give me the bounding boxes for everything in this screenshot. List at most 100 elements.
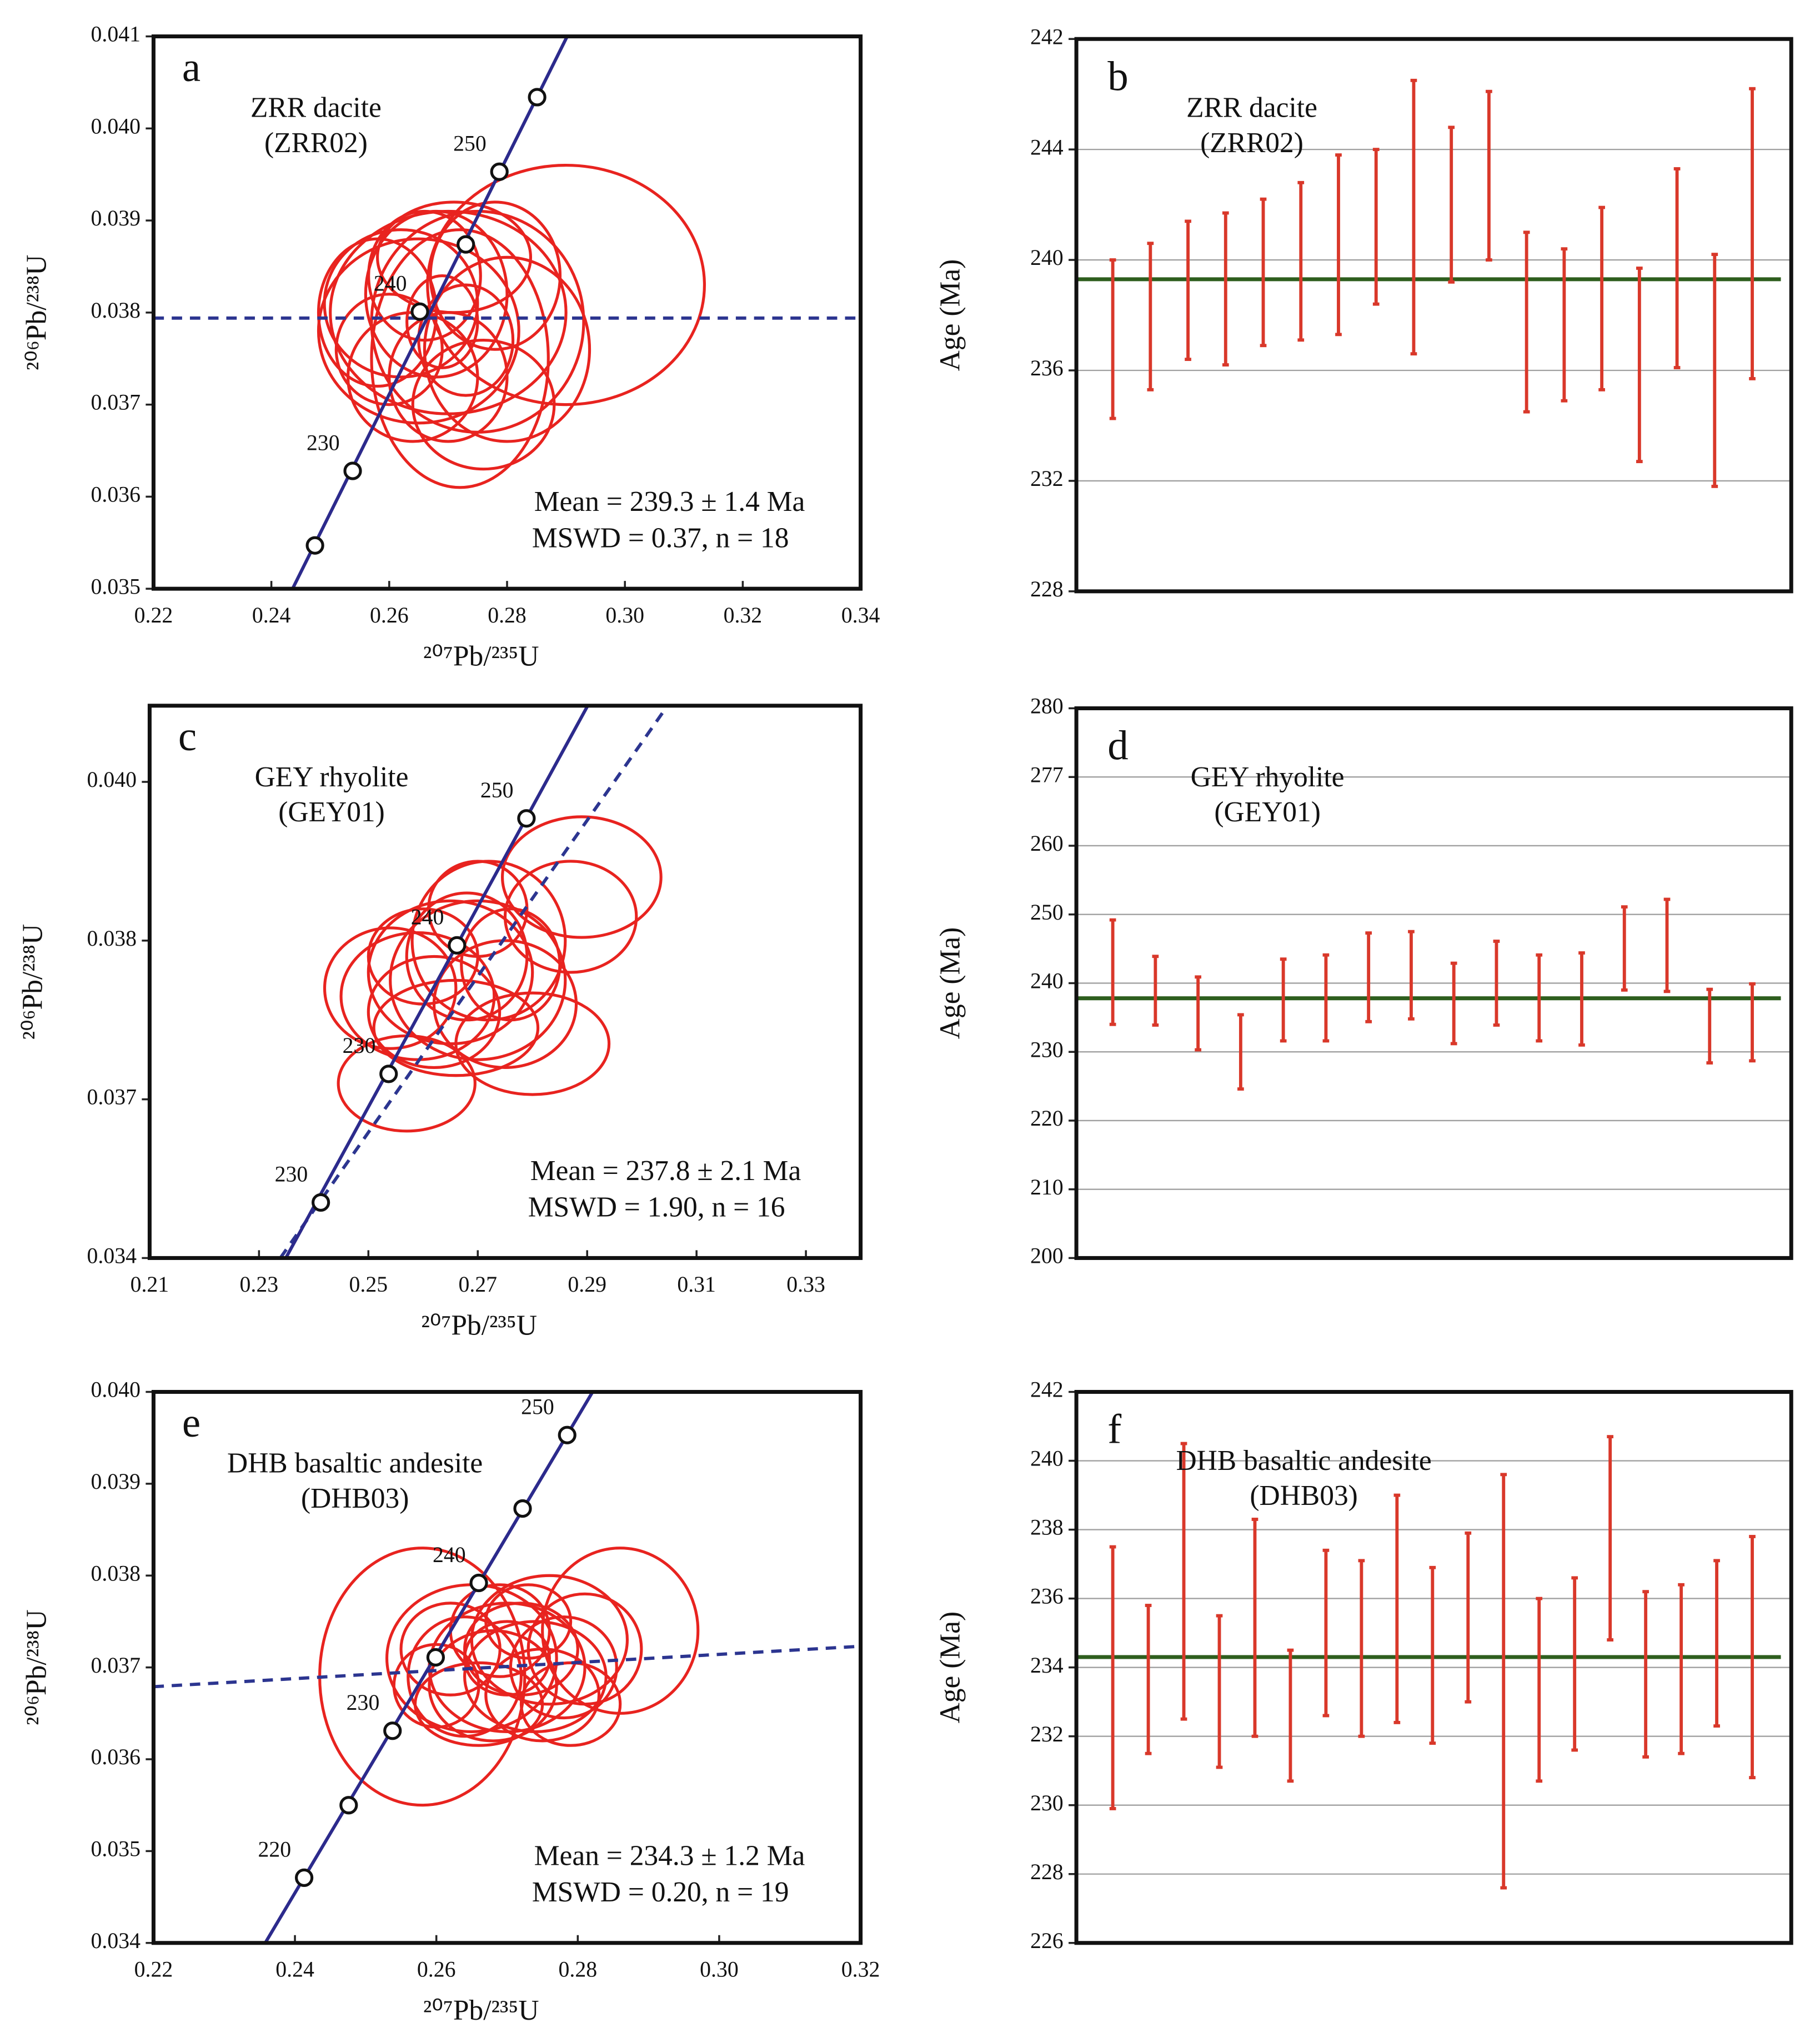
plot-area bbox=[1076, 39, 1792, 591]
concordia-label: 220 bbox=[258, 1838, 292, 1862]
x-tick-label: 0.30 bbox=[605, 603, 644, 628]
y-tick-label: 230 bbox=[1030, 1037, 1064, 1062]
y-tick-label: 0.038 bbox=[87, 926, 137, 951]
error-ellipse bbox=[407, 1615, 523, 1738]
sample-id: (GEY01) bbox=[1214, 796, 1321, 828]
concordia-label: 230 bbox=[343, 1033, 376, 1058]
error-ellipse bbox=[413, 1661, 544, 1747]
y-tick-label: 277 bbox=[1030, 762, 1064, 787]
concordia-point bbox=[383, 1721, 402, 1740]
y-tick-label: 232 bbox=[1030, 1722, 1064, 1746]
plot-frame bbox=[1074, 37, 1793, 594]
y-tick-label: 242 bbox=[1030, 24, 1064, 49]
concordia-label: 250 bbox=[480, 778, 514, 802]
x-tick-label: 0.33 bbox=[786, 1272, 825, 1297]
concordia-point bbox=[448, 936, 467, 955]
x-tick-label: 0.28 bbox=[488, 603, 527, 628]
mswd-text: MSWD = 1.90, n = 16 bbox=[528, 1192, 785, 1223]
y-tick-label: 260 bbox=[1030, 831, 1064, 856]
sample-id: (ZRR02) bbox=[1200, 127, 1303, 159]
error-ellipse bbox=[460, 907, 561, 1022]
concordia-label: 230 bbox=[275, 1162, 308, 1187]
x-tick-label: 0.26 bbox=[417, 1957, 456, 1981]
y-tick-label: 220 bbox=[1030, 1106, 1064, 1131]
x-tick-label: 0.32 bbox=[841, 1957, 880, 1981]
x-tick-label: 0.32 bbox=[724, 603, 763, 628]
panel-letter: e bbox=[182, 1400, 200, 1446]
x-tick-label: 0.27 bbox=[458, 1272, 497, 1297]
y-tick-label: 0.037 bbox=[91, 1653, 141, 1678]
x-tick-label: 0.22 bbox=[134, 1957, 173, 1981]
error-ellipse bbox=[389, 899, 567, 1061]
y-tick-label: 280 bbox=[1030, 694, 1064, 719]
x-axis-label: ²⁰⁷Pb/²³⁵U bbox=[423, 640, 539, 672]
error-ellipse bbox=[317, 237, 438, 388]
concordia-point bbox=[305, 536, 324, 555]
error-ellipse bbox=[500, 815, 663, 939]
mean-text: Mean = 234.3 ± 1.2 Ma bbox=[534, 1840, 805, 1871]
concordia-point bbox=[410, 302, 429, 321]
error-ellipse bbox=[454, 991, 611, 1096]
y-tick-label: 242 bbox=[1030, 1378, 1064, 1402]
sample-id: (DHB03) bbox=[301, 1483, 409, 1514]
concordia-label: 250 bbox=[453, 132, 487, 156]
y-axis-label: ²⁰⁶Pb/²³⁸U bbox=[21, 1609, 52, 1725]
error-ellipse bbox=[367, 899, 534, 1046]
y-tick-label: 240 bbox=[1030, 969, 1064, 993]
plot-area bbox=[153, 1392, 861, 1943]
y-tick-label: 0.041 bbox=[91, 22, 141, 47]
concordia-point bbox=[513, 1499, 532, 1518]
panel-letter: f bbox=[1107, 1407, 1121, 1453]
y-tick-label: 0.034 bbox=[87, 1244, 137, 1268]
error-ellipse bbox=[429, 200, 562, 351]
x-tick-label: 0.29 bbox=[568, 1272, 606, 1297]
error-ellipse bbox=[463, 1620, 551, 1696]
x-tick-label: 0.23 bbox=[240, 1272, 279, 1297]
plot-area bbox=[1076, 1392, 1792, 1943]
discordia-line bbox=[153, 1644, 861, 1689]
concordia-point bbox=[294, 1868, 314, 1887]
y-axis-label: ²⁰⁶Pb/²³⁸U bbox=[21, 255, 52, 371]
y-tick-label: 0.039 bbox=[91, 1469, 141, 1494]
error-ellipse bbox=[370, 228, 550, 489]
y-tick-label: 240 bbox=[1030, 1447, 1064, 1471]
concordia-point bbox=[558, 1425, 576, 1444]
concordia-point bbox=[469, 1573, 488, 1593]
concordia-label: 240 bbox=[433, 1543, 466, 1567]
concordia-point bbox=[457, 235, 475, 254]
error-ellipse bbox=[405, 891, 529, 1022]
error-ellipse bbox=[423, 255, 591, 443]
plot-frame bbox=[147, 704, 863, 1260]
x-tick-label: 0.30 bbox=[700, 1957, 739, 1981]
x-tick-label: 0.26 bbox=[370, 603, 409, 628]
y-tick-label: 0.040 bbox=[91, 1378, 141, 1402]
error-ellipse bbox=[323, 228, 479, 379]
sample-name: ZRR dacite bbox=[250, 92, 382, 124]
plot-frame bbox=[1074, 706, 1793, 1260]
x-axis-label: ²⁰⁷Pb/²³⁵U bbox=[421, 1310, 537, 1342]
plot-frame bbox=[151, 34, 863, 591]
y-tick-label: 0.037 bbox=[87, 1085, 137, 1110]
concordia-point bbox=[528, 88, 546, 107]
y-tick-label: 0.036 bbox=[91, 483, 141, 507]
y-axis-label: ²⁰⁶Pb/²³⁸U bbox=[17, 924, 48, 1040]
y-tick-label: 0.035 bbox=[91, 1837, 141, 1861]
error-ellipse bbox=[334, 293, 444, 406]
plot-frame bbox=[1074, 1389, 1793, 1945]
error-ellipse bbox=[411, 339, 556, 471]
mswd-text: MSWD = 0.37, n = 18 bbox=[532, 522, 789, 554]
sample-name: ZRR dacite bbox=[1186, 92, 1317, 124]
x-tick-label: 0.21 bbox=[131, 1272, 169, 1297]
y-tick-label: 0.034 bbox=[91, 1929, 141, 1953]
concordia-point bbox=[312, 1193, 330, 1212]
sample-name: DHB basaltic andesite bbox=[227, 1448, 483, 1479]
concordia-label: 230 bbox=[347, 1690, 380, 1715]
concordia-label: 240 bbox=[411, 905, 444, 930]
y-tick-label: 244 bbox=[1030, 135, 1064, 159]
y-axis-label: Age (Ma) bbox=[935, 259, 966, 372]
panel-letter: c bbox=[178, 714, 197, 760]
error-ellipse bbox=[323, 926, 458, 1050]
plot-area bbox=[1076, 708, 1792, 1258]
y-tick-label: 234 bbox=[1030, 1653, 1064, 1678]
